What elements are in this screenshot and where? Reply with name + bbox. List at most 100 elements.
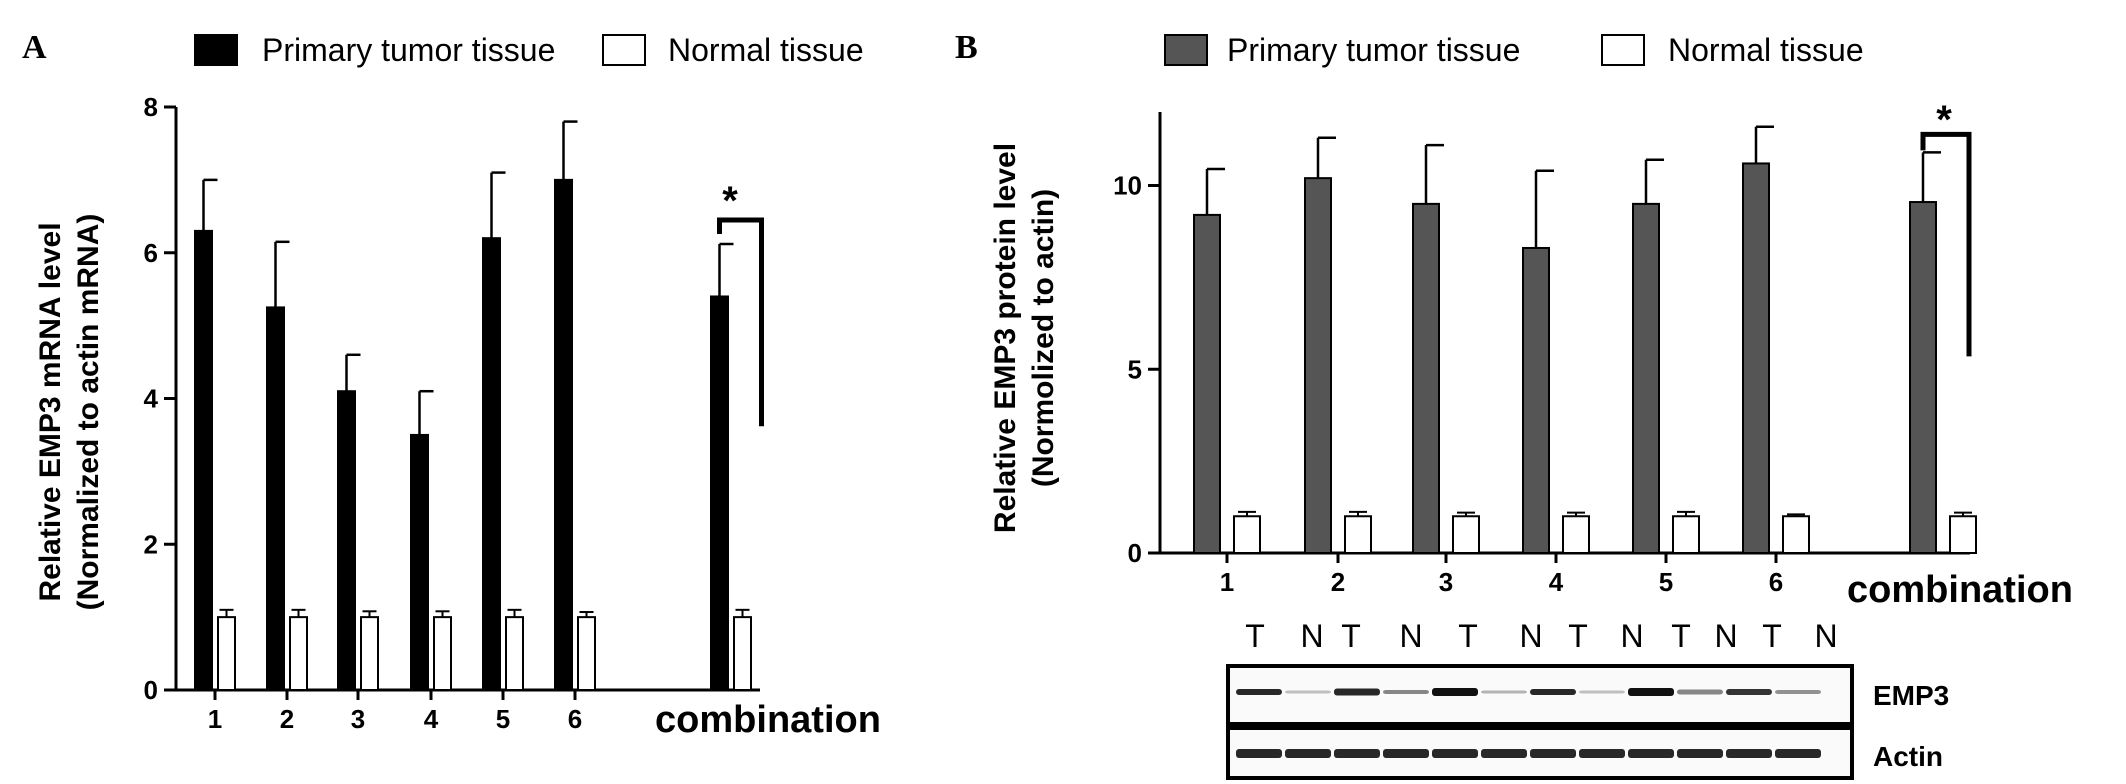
blot-lane-label: T	[1245, 618, 1265, 654]
blot-emp3-band	[1236, 689, 1282, 695]
blot-actin-band	[1432, 749, 1478, 758]
chart-a-bar-normal	[733, 616, 752, 691]
blot-lane-label: T	[1671, 618, 1691, 654]
chart-b-bar-tumor	[1522, 246, 1550, 554]
blot-lane-label: N	[1620, 618, 1643, 654]
panel-b-ylabel-line1: Relative EMP3 protein level	[989, 143, 1022, 533]
chart-a-xtick-label: 5	[496, 704, 510, 734]
blot-lane-label: N	[1399, 618, 1422, 654]
chart-a-xtick-label: 4	[424, 704, 439, 734]
chart-b-ytick-label: 0	[1128, 538, 1142, 568]
chart-a-xtick-label: 3	[351, 704, 365, 734]
panel-a-plot: 0 2 4 6 8 1 2 3 4 5 6 combination	[144, 92, 881, 741]
chart-b-xtick-label: 4	[1549, 567, 1564, 597]
chart-a-bar-tumor	[482, 237, 501, 692]
blot-emp3-band	[1530, 689, 1576, 695]
panel-a: A Primary tumor tissue Normal tissue Rel…	[22, 29, 881, 741]
chart-a-bar-normal	[360, 616, 379, 691]
chart-b-bar-normal	[1344, 515, 1372, 554]
chart-b-xtick-label: 1	[1220, 567, 1234, 597]
chart-b-bar-normal	[1233, 515, 1261, 554]
blot-actin-band	[1383, 749, 1429, 758]
chart-b-bar-normal	[1562, 515, 1590, 554]
panel-a-significance-star: *	[722, 179, 738, 223]
blot-emp3-band	[1285, 690, 1331, 694]
chart-a-bar-normal	[289, 616, 308, 691]
chart-a-bar-tumor	[554, 178, 573, 691]
blot-lane-label: N	[1519, 618, 1542, 654]
blot-emp3-band	[1383, 690, 1429, 694]
blot-actin-band	[1285, 749, 1331, 758]
chart-a-bar-tumor	[337, 390, 356, 691]
blot-actin-band	[1628, 749, 1674, 758]
chart-b-significance-bracket	[1920, 131, 1972, 357]
legend-b-tumor-swatch	[1164, 34, 1208, 66]
blot-emp3-band	[1726, 689, 1772, 695]
chart-a-significance-bracket	[717, 217, 764, 427]
chart-a-bar-tumor	[410, 433, 429, 691]
chart-a-bar-normal	[505, 616, 524, 691]
chart-a-ytick-label: 0	[144, 675, 158, 705]
chart-a-bar-normal	[577, 616, 596, 691]
chart-a-ytick-label: 6	[144, 238, 158, 268]
chart-a-ytick-label: 4	[144, 384, 159, 414]
panel-b-plot: 0 5 10 1 2 3 4 5 6 combination	[1113, 112, 2073, 611]
blot-lane-label: T	[1341, 618, 1361, 654]
panel-b-significance-star: *	[1936, 98, 1952, 142]
chart-a-bar-tumor	[710, 295, 729, 691]
blot-band-label-actin: Actin	[1873, 741, 1943, 772]
chart-b-xtick-label: 3	[1439, 567, 1453, 597]
chart-b-xtick-label: 6	[1769, 567, 1783, 597]
blot-lane-label: N	[1814, 618, 1837, 654]
chart-b-bar-normal	[1782, 515, 1810, 554]
chart-a-bar-tumor	[266, 306, 285, 691]
chart-b-bar-tumor	[1193, 213, 1221, 554]
chart-b-bar-tumor	[1909, 201, 1937, 554]
blot-lane-label: T	[1458, 618, 1478, 654]
chart-a-bar-tumor	[194, 229, 213, 691]
blot-actin-band	[1334, 749, 1380, 758]
blot-lane-label: T	[1568, 618, 1588, 654]
blot-emp3-band	[1432, 688, 1478, 696]
chart-b-bar-normal	[1452, 515, 1480, 554]
blot-band-label-emp3: EMP3	[1873, 680, 1949, 711]
chart-b-bar-normal	[1949, 515, 1977, 554]
chart-a-ytick-label: 2	[144, 529, 158, 559]
blot-emp3-band	[1775, 690, 1821, 694]
panel-a-ylabel-line2: (Normalized to actin mRNA)	[72, 214, 105, 611]
chart-b-ytick-label: 10	[1113, 171, 1142, 201]
blot-actin-band	[1481, 749, 1527, 758]
panel-b: B Primary tumor tissue Normal tissue Rel…	[955, 29, 2073, 780]
legend-a-normal-swatch	[602, 34, 646, 66]
blot-emp3-band	[1628, 688, 1674, 696]
chart-b-bar-tumor	[1742, 162, 1770, 554]
chart-a-xtick-label: 6	[568, 704, 582, 734]
chart-b-bar-tumor	[1304, 177, 1332, 554]
chart-b-bar-normal	[1672, 515, 1700, 554]
chart-a-bar-normal	[217, 616, 236, 691]
chart-a-xtick-label: combination	[655, 699, 881, 741]
chart-a-xtick-label: 1	[208, 704, 222, 734]
legend-b-tumor-label: Primary tumor tissue	[1227, 32, 1520, 68]
blot-lane-label: N	[1300, 618, 1323, 654]
blot-actin-band	[1579, 749, 1625, 758]
blot-emp3-band	[1334, 688, 1380, 696]
panel-b-letter: B	[955, 29, 978, 66]
legend-b-normal-label: Normal tissue	[1668, 32, 1864, 68]
blot-lane-label: T	[1762, 618, 1782, 654]
blot-emp3-band	[1579, 690, 1625, 694]
blot-lane-label: N	[1714, 618, 1737, 654]
chart-a-bar-normal	[433, 616, 452, 691]
panel-a-legend: Primary tumor tissue Normal tissue	[194, 32, 864, 68]
chart-b-bar-tumor	[1632, 202, 1660, 554]
panel-a-ylabel-line1: Relative EMP3 mRNA level	[34, 222, 67, 601]
blot-emp3-band	[1481, 690, 1527, 694]
blot-actin-band	[1530, 749, 1576, 758]
chart-b-bar-tumor	[1412, 202, 1440, 554]
panel-a-letter: A	[22, 29, 47, 66]
blot-actin-band	[1236, 749, 1282, 758]
blot-emp3-band	[1677, 689, 1723, 695]
chart-b-ytick-label: 5	[1128, 354, 1142, 384]
blot-actin-band	[1677, 749, 1723, 758]
